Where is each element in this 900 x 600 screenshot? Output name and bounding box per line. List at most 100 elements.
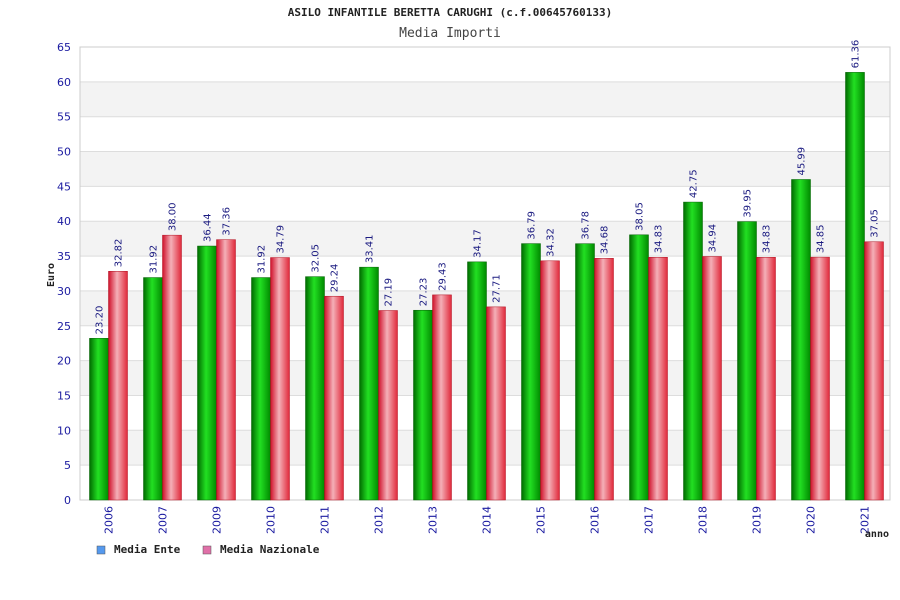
value-label: 36.79: [527, 211, 538, 240]
bar-media-ente: [629, 234, 649, 501]
value-label: 23.20: [95, 306, 106, 335]
x-tick-label: 2016: [589, 506, 602, 534]
y-tick-label: 65: [57, 41, 71, 54]
plot-band: [80, 81, 890, 117]
x-tick-label: 2013: [427, 506, 440, 534]
value-label: 33.41: [365, 235, 376, 264]
chart-title: ASILO INFANTILE BERETTA CARUGHI (c.f.006…: [288, 6, 613, 19]
bar-media-ente: [305, 276, 325, 501]
y-axis-ticks: 0 5 10 15 20 25 30 35 40 45 50 55 60 65: [57, 41, 71, 507]
x-tick-label: 2006: [103, 506, 116, 534]
value-label: 27.23: [419, 278, 430, 307]
bar-media-nazionale: [702, 256, 722, 501]
plot-band: [80, 186, 890, 222]
bar-media-nazionale: [648, 257, 668, 501]
bar-media-ente: [737, 221, 757, 501]
value-label: 29.43: [438, 262, 449, 291]
value-label: 37.36: [222, 207, 233, 236]
value-label: 32.05: [311, 244, 322, 273]
x-tick-label: 2015: [535, 506, 548, 534]
bar-media-nazionale: [270, 257, 290, 501]
bar-media-ente: [359, 266, 379, 501]
bar-media-ente: [467, 261, 487, 501]
value-label: 32.82: [114, 239, 125, 268]
y-tick-label: 55: [57, 111, 71, 124]
legend-swatch-media-ente: [96, 545, 106, 555]
y-tick-label: 40: [57, 215, 71, 228]
value-label: 36.78: [581, 211, 592, 240]
value-label: 34.17: [473, 229, 484, 258]
value-label: 38.05: [635, 202, 646, 231]
legend-swatch-media-nazionale: [202, 545, 212, 555]
value-label: 29.24: [330, 264, 341, 293]
y-tick-label: 50: [57, 146, 71, 159]
bar-media-ente: [143, 277, 163, 501]
value-label: 34.32: [546, 228, 557, 257]
bar-media-nazionale: [486, 306, 506, 501]
value-label: 34.83: [762, 225, 773, 254]
bar-media-ente: [683, 201, 703, 501]
x-tick-label: 2012: [373, 506, 386, 534]
bar-media-ente: [89, 338, 109, 501]
y-tick-label: 10: [57, 424, 71, 437]
bar-media-ente: [521, 243, 541, 501]
value-label: 42.75: [689, 169, 700, 198]
value-label: 39.95: [743, 189, 754, 218]
x-tick-label: 2010: [265, 506, 278, 534]
x-tick-label: 2018: [697, 506, 710, 534]
plot-band: [80, 151, 890, 187]
value-label: 37.05: [870, 209, 881, 238]
bar-media-ente: [791, 179, 811, 501]
value-label: 34.79: [276, 225, 287, 254]
x-tick-label: 2009: [211, 506, 224, 534]
value-label: 34.85: [816, 224, 827, 253]
bar-media-nazionale: [378, 310, 398, 501]
bar-media-ente: [413, 309, 433, 501]
x-axis-ticks: 2006 2007 2009 2010 2011 2012 2013 2014 2015 2016…: [103, 506, 872, 534]
plot-band: [80, 47, 890, 82]
value-label: 61.36: [851, 40, 862, 69]
y-tick-label: 5: [64, 459, 71, 472]
plot-band: [80, 116, 890, 152]
legend-label-media-nazionale: Media Nazionale: [220, 543, 320, 556]
y-tick-label: 0: [64, 494, 71, 507]
bar-media-nazionale: [864, 241, 884, 501]
value-labels: 23.20 32.82 31.92 38.00 36.44 37.36 31.92 34.79…: [95, 40, 881, 335]
value-label: 27.71: [492, 274, 503, 303]
value-label: 31.92: [149, 245, 160, 274]
x-tick-label: 2011: [319, 506, 332, 534]
bar-media-nazionale: [756, 257, 776, 501]
bar-media-nazionale: [594, 258, 614, 501]
x-tick-label: 2007: [157, 506, 170, 534]
y-axis-label: Euro: [46, 263, 57, 287]
bar-media-nazionale: [810, 256, 830, 501]
value-label: 34.94: [708, 224, 719, 253]
bar-media-nazionale: [324, 295, 344, 501]
bar-media-ente: [575, 243, 595, 501]
value-label: 36.44: [203, 213, 214, 242]
legend: Media Ente Media Nazionale: [96, 543, 320, 556]
y-tick-label: 35: [57, 250, 71, 263]
value-label: 34.68: [600, 226, 611, 255]
bar-media-nazionale: [540, 260, 560, 501]
x-tick-label: 2021: [859, 506, 872, 534]
bar-media-nazionale: [162, 234, 182, 501]
value-label: 31.92: [257, 245, 268, 274]
y-tick-label: 25: [57, 320, 71, 333]
x-tick-label: 2017: [643, 506, 656, 534]
value-label: 34.83: [654, 225, 665, 254]
y-tick-label: 15: [57, 389, 71, 402]
bar-media-nazionale: [108, 271, 128, 501]
x-tick-label: 2019: [751, 506, 764, 534]
legend-label-media-ente: Media Ente: [114, 543, 181, 556]
value-label: 27.19: [384, 278, 395, 307]
bar-media-ente: [197, 245, 217, 501]
bar-media-nazionale: [216, 239, 236, 501]
y-tick-label: 30: [57, 285, 71, 298]
bar-media-ente: [845, 72, 865, 501]
bar-media-ente: [251, 277, 271, 501]
bars: [89, 72, 884, 501]
y-tick-label: 20: [57, 355, 71, 368]
value-label: 38.00: [168, 203, 179, 232]
